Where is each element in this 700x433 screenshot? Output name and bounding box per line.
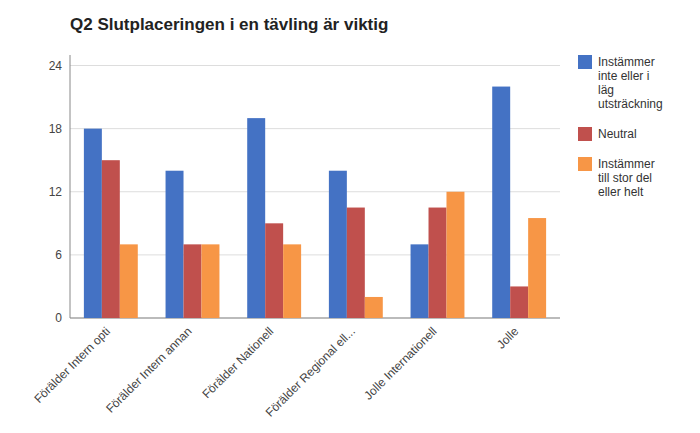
bar bbox=[411, 244, 429, 318]
bar bbox=[247, 118, 265, 318]
x-tick-label: Förälder Intern annan bbox=[103, 324, 195, 416]
bar bbox=[166, 171, 184, 318]
legend-swatch bbox=[578, 157, 592, 171]
bar bbox=[265, 223, 283, 318]
x-tick-label: Förälder Regional ell... bbox=[263, 324, 358, 419]
legend-swatch bbox=[578, 55, 592, 69]
y-tick-label: 6 bbox=[55, 248, 62, 262]
bar bbox=[120, 244, 138, 318]
x-tick-label: Förälder Nationell bbox=[199, 324, 276, 401]
bar bbox=[365, 297, 383, 318]
grid-line bbox=[70, 254, 560, 255]
bar bbox=[102, 160, 120, 318]
x-tick-label: Jolle bbox=[494, 324, 522, 352]
bar bbox=[347, 208, 365, 318]
bar bbox=[329, 171, 347, 318]
x-tick-label: Förälder Intern opti bbox=[31, 324, 113, 406]
bars bbox=[84, 87, 546, 318]
bar bbox=[184, 244, 202, 318]
y-tick-label: 24 bbox=[49, 59, 63, 73]
bar bbox=[510, 286, 528, 318]
legend-label: Instämmerinte eller ilägutsträckning bbox=[598, 55, 663, 111]
bar bbox=[528, 218, 546, 318]
y-tick-label: 18 bbox=[49, 122, 63, 136]
y-axis-line bbox=[70, 55, 71, 318]
bar bbox=[201, 244, 219, 318]
bar bbox=[429, 208, 447, 318]
bar bbox=[84, 129, 102, 318]
grid-line bbox=[70, 318, 560, 319]
grid-line bbox=[70, 65, 560, 66]
grid bbox=[70, 66, 560, 318]
bar bbox=[283, 244, 301, 318]
x-axis-line bbox=[70, 318, 560, 319]
legend-swatch bbox=[578, 127, 592, 141]
chart: Q2 Slutplaceringen i en tävling är vikti… bbox=[0, 0, 700, 433]
bar bbox=[446, 192, 464, 318]
legend-label: Instämmertill stor deleller helt bbox=[598, 157, 655, 199]
grid-line bbox=[70, 191, 560, 192]
x-tick-label: Jolle Internationell bbox=[361, 324, 439, 402]
chart-container: Q2 Slutplaceringen i en tävling är vikti… bbox=[0, 0, 700, 433]
grid-line bbox=[70, 128, 560, 129]
bar bbox=[492, 87, 510, 318]
legend-label: Neutral bbox=[598, 127, 637, 141]
title: Q2 Slutplaceringen i en tävling är vikti… bbox=[70, 15, 388, 34]
y-tick-label: 0 bbox=[55, 311, 62, 325]
legend: Instämmerinte eller ilägutsträckning Neut… bbox=[578, 55, 663, 199]
y-tick-label: 12 bbox=[49, 185, 63, 199]
